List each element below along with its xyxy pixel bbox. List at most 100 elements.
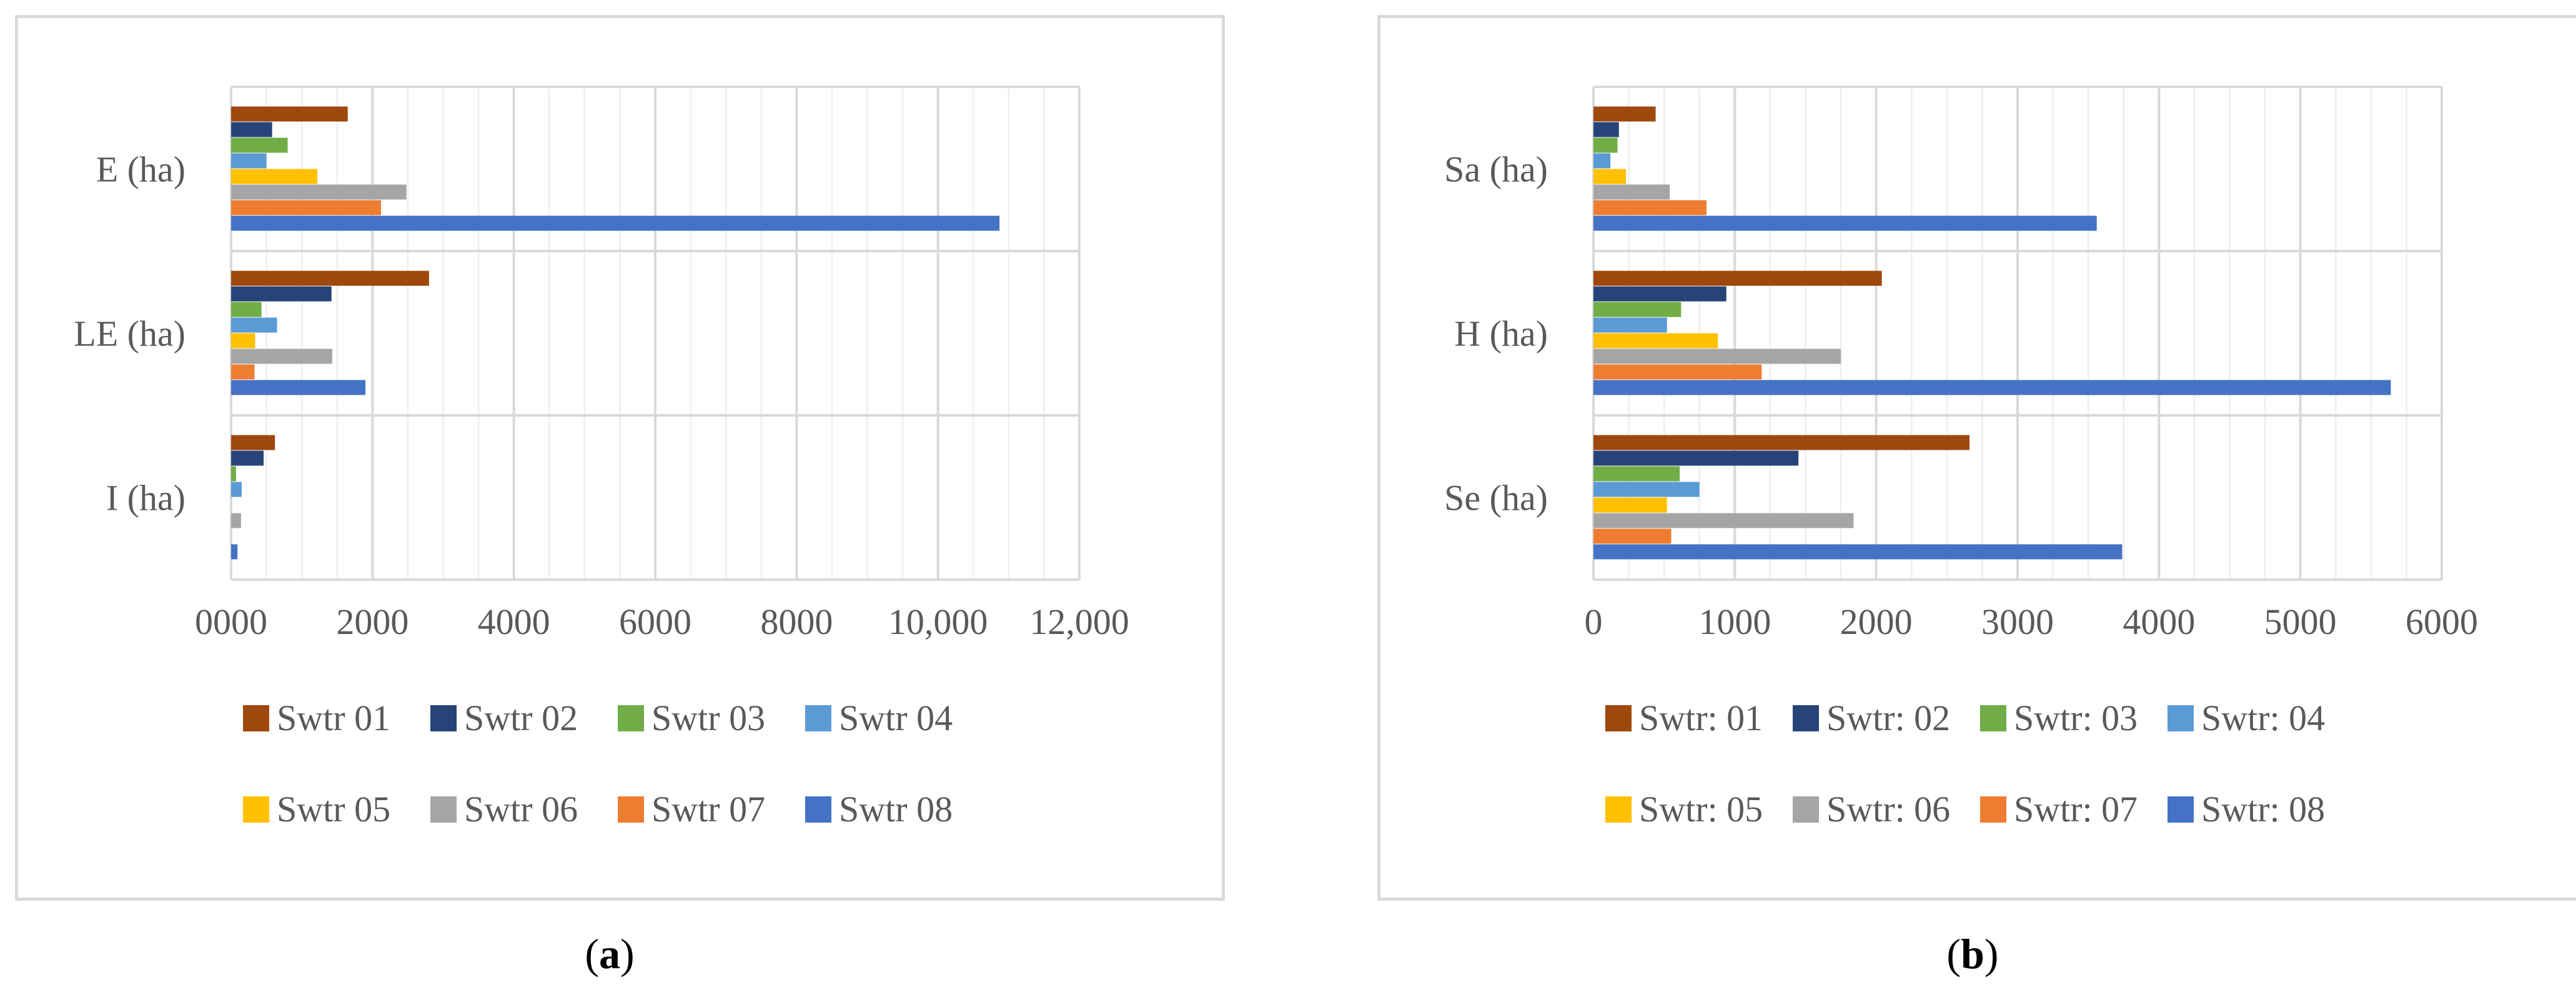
bar-swtr-06-2	[231, 513, 241, 528]
category-label: Se (ha)	[1444, 478, 1548, 518]
x-tick-label: 5000	[2264, 601, 2337, 642]
legend-label: Swtr 07	[651, 789, 765, 829]
bar-chart-b: 0 1000 2000 3000 4000 5000 6000 Sa (ha) H (ha) Se…	[1444, 86, 2478, 829]
legend-swatch	[805, 705, 831, 731]
bar-swtr-05-2	[1593, 497, 1667, 513]
legend-swatch	[1980, 796, 2006, 823]
bar-swtr-02-1	[231, 286, 332, 302]
bar-swtr-05-1	[1593, 333, 1718, 349]
bar-swtr-01-2	[1593, 435, 1970, 450]
legend-swatch	[1793, 705, 1819, 731]
legend-swatch	[2167, 796, 2194, 823]
legend-label: Swtr: 05	[1639, 789, 1763, 829]
x-tick-label: 4000	[2123, 601, 2195, 642]
bar-swtr-04-1	[231, 317, 277, 333]
bar-swtr-03-1	[231, 302, 262, 317]
bar-swtr-05-0	[1593, 169, 1627, 184]
x-tick-label: 2000	[336, 601, 409, 642]
bar-swtr-05-1	[231, 333, 255, 349]
x-tick-label: 1000	[1698, 601, 1771, 642]
legend-swatch	[805, 796, 831, 823]
x-tick-label: 8000	[760, 601, 833, 642]
legend-swatch	[430, 796, 457, 823]
bar-swtr-02-2	[231, 450, 264, 466]
bar-swtr-06-2	[1593, 513, 1854, 528]
bar-swtr-03-2	[1593, 466, 1680, 482]
bar-swtr-08-2	[231, 544, 238, 560]
legend-label: Swtr: 07	[2014, 789, 2138, 829]
legend-swatch	[430, 705, 457, 731]
legend-label: Swtr 02	[464, 698, 578, 738]
x-tick-label: 6000	[619, 601, 691, 642]
bar-chart-a: 0000 2000 4000 6000 8000 10,000 12,000 E (ha) LE…	[74, 86, 1129, 829]
legend-label: Swtr: 01	[1639, 698, 1763, 738]
caption-b: (b)	[1946, 930, 1999, 978]
legend-label: Swtr: 08	[2201, 789, 2325, 829]
x-tick-label: 12,000	[1029, 601, 1129, 642]
x-tick-label: 0000	[195, 601, 267, 642]
legend-label: Swtr: 03	[2014, 698, 2138, 738]
bar-swtr-07-0	[1593, 200, 1707, 215]
bar-swtr-06-1	[1593, 349, 1841, 364]
bar-swtr-04-1	[1593, 317, 1667, 333]
legend-swatch	[2167, 705, 2194, 731]
x-tick-label: 0	[1585, 601, 1603, 642]
category-label: LE (ha)	[74, 314, 186, 354]
legend-label: Swtr 05	[277, 789, 390, 829]
bar-swtr-04-2	[1593, 482, 1700, 497]
legend-swatch	[1605, 796, 1632, 823]
category-label: H (ha)	[1454, 314, 1548, 354]
bar-swtr-06-0	[1593, 184, 1670, 200]
legend-label: Swtr: 06	[1826, 789, 1950, 829]
bar-swtr-08-0	[231, 215, 1000, 231]
bar-swtr-06-1	[231, 349, 332, 364]
bar-swtr-02-0	[1593, 122, 1619, 137]
x-tick-label: 3000	[1981, 601, 2054, 642]
legend-swatch	[243, 796, 269, 823]
bar-swtr-04-2	[231, 482, 242, 497]
bar-swtr-05-0	[231, 169, 318, 184]
legend-label: Swtr 04	[839, 698, 953, 738]
caption-a: (a)	[585, 930, 635, 978]
legend-swatch	[618, 796, 644, 823]
bar-swtr-01-1	[231, 270, 429, 286]
bar-swtr-01-1	[1593, 270, 1882, 286]
legend-swatch	[618, 705, 644, 731]
legend-label: Swtr: 02	[1826, 698, 1950, 738]
legend-label: Swtr: 04	[2201, 698, 2325, 738]
legend-label: Swtr 03	[651, 698, 765, 738]
category-label: E (ha)	[96, 149, 186, 190]
bar-swtr-03-2	[231, 466, 236, 482]
legend-label: Swtr 06	[464, 789, 578, 829]
legend-label: Swtr 08	[839, 789, 953, 829]
category-label: I (ha)	[106, 478, 186, 518]
category-label: Sa (ha)	[1444, 149, 1548, 190]
chart-panel-b: 0 1000 2000 3000 4000 5000 6000 Sa (ha) H (ha) Se…	[1377, 15, 2576, 901]
bar-swtr-02-0	[231, 122, 272, 137]
bar-swtr-08-2	[1593, 544, 2123, 560]
x-tick-label: 10,000	[888, 601, 988, 642]
bar-swtr-02-2	[1593, 450, 1799, 466]
plot-grid	[1592, 86, 2443, 581]
legend-swatch	[1605, 705, 1632, 731]
bar-swtr-07-0	[231, 200, 381, 215]
x-tick-label: 6000	[2405, 601, 2478, 642]
legend: Swtr 01 Swtr 02 Swtr 03 Swtr 04 Swtr 05 Swtr …	[243, 698, 953, 829]
legend-label: Swtr 01	[277, 698, 390, 738]
bar-swtr-03-0	[1593, 137, 1618, 153]
bar-swtr-03-1	[1593, 302, 1682, 317]
x-tick-label: 2000	[1840, 601, 1913, 642]
bar-swtr-08-1	[231, 380, 366, 395]
x-tick-label: 4000	[478, 601, 550, 642]
bar-swtr-08-0	[1593, 215, 2097, 231]
bar-swtr-07-1	[1593, 364, 1762, 380]
legend-swatch	[1793, 796, 1819, 823]
bar-swtr-03-0	[231, 137, 288, 153]
legend-swatch	[1980, 705, 2006, 731]
bar-swtr-01-0	[231, 106, 348, 122]
bar-swtr-07-1	[231, 364, 255, 380]
bar-swtr-08-1	[1593, 380, 2391, 395]
bar-swtr-04-0	[231, 153, 267, 169]
bar-swtr-06-0	[231, 184, 407, 200]
bar-swtr-01-2	[231, 435, 275, 450]
